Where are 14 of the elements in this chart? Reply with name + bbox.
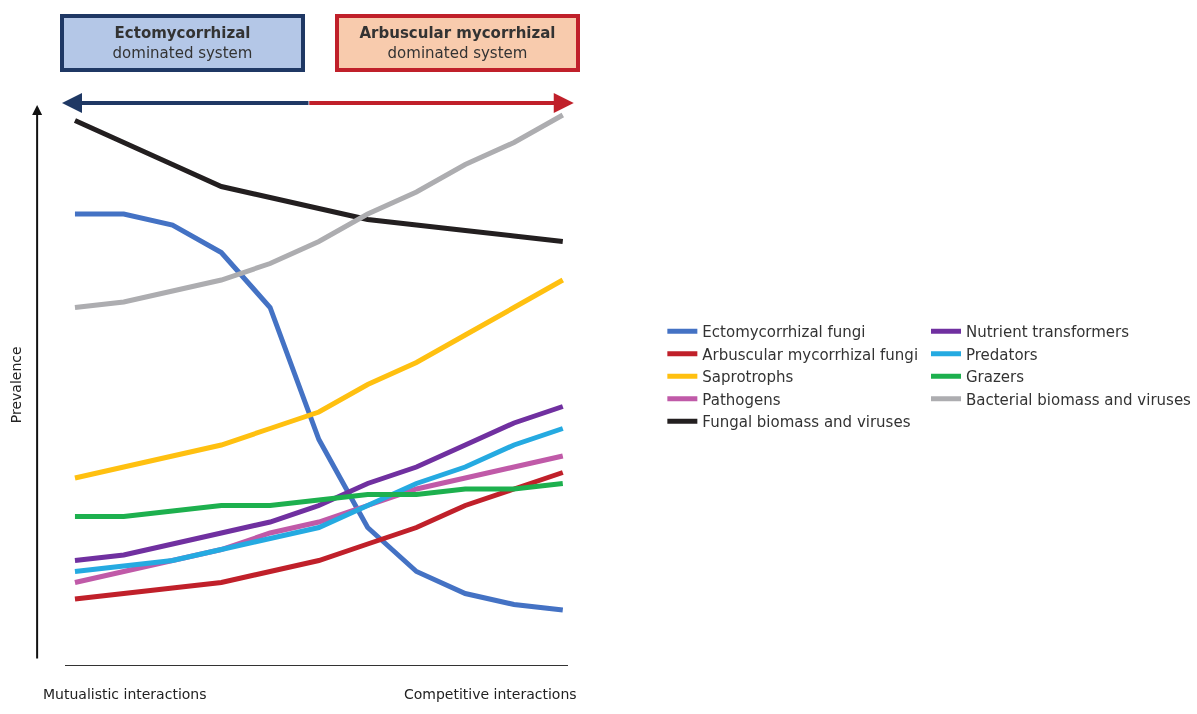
text: Ectomycorrhizal dominated system (112, 24, 253, 62)
legend-label: Pathogens (702, 390, 781, 409)
text: Arbuscular mycorrhizal dominated system (359, 24, 556, 62)
y-axis-title: Prevalence (8, 346, 25, 424)
legend-label: Grazers (966, 368, 1025, 387)
legend-label: Arbuscular mycorrhizal fungi (702, 345, 919, 364)
text: Competitive interactions (404, 686, 577, 702)
legend-label: Fungal biomass and viruses (702, 413, 911, 432)
legend-label: Ectomycorrhizal fungi (702, 323, 866, 342)
legend-label: Nutrient transformers (966, 323, 1130, 342)
legend-label: Predators (966, 345, 1038, 364)
legend-label: Saprotrophs (702, 368, 794, 387)
text: Mutualistic interactions (43, 686, 207, 702)
legend-label: Bacterial biomass and viruses (966, 390, 1192, 409)
